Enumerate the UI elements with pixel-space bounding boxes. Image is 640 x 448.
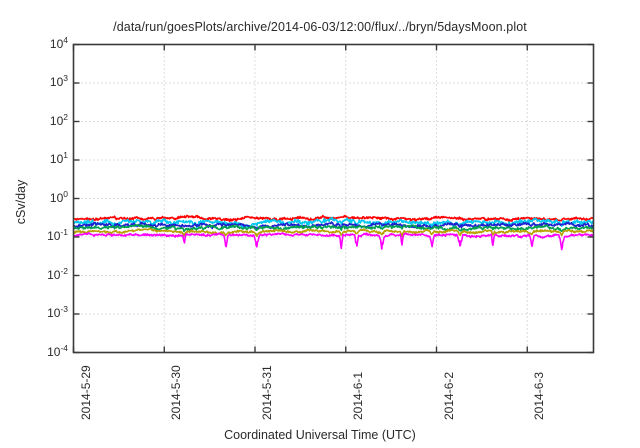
series-olive — [73, 227, 594, 238]
page-title: /data/run/goesPlots/archive/2014-06-03/1… — [113, 20, 527, 34]
y-tick-label: 10-1 — [47, 227, 68, 243]
y-tick-label: 10-3 — [47, 304, 68, 320]
series-red — [73, 214, 594, 223]
y-tick-label: 102 — [49, 111, 68, 128]
y-tick-label: 10-2 — [47, 265, 68, 282]
series-green — [73, 223, 594, 233]
series-magenta — [73, 231, 594, 251]
y-tick-label: 104 — [49, 34, 68, 51]
x-axis-label: Coordinated Universal Time (UTC) — [224, 428, 416, 442]
gridlines — [73, 44, 594, 353]
data-traces — [73, 214, 594, 251]
y-tick-label: 100 — [49, 188, 68, 205]
y-tick-label: 101 — [49, 150, 68, 166]
axis-frame — [72, 43, 595, 354]
y-axis-ticks: 104 103 102 101 100 10-1 10-2 10-3 10-4 — [18, 0, 68, 448]
y-tick-label: 10-4 — [47, 342, 68, 359]
series-blue — [73, 221, 594, 231]
y-tick-label: 103 — [49, 73, 68, 89]
